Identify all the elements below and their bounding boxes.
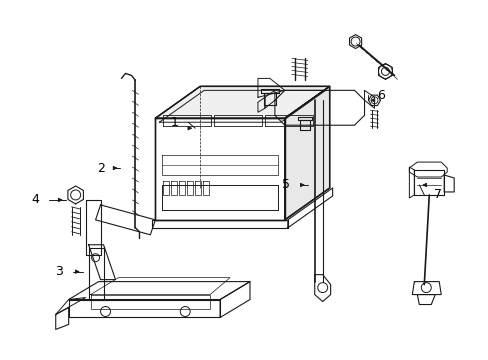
Text: 5: 5: [281, 179, 289, 192]
Text: 7: 7: [433, 188, 441, 202]
Text: 3: 3: [55, 265, 62, 278]
Text: 4: 4: [31, 193, 39, 206]
Text: 1: 1: [170, 116, 178, 129]
Polygon shape: [155, 86, 329, 118]
Text: 6: 6: [377, 89, 385, 102]
Polygon shape: [285, 86, 329, 220]
Polygon shape: [155, 118, 285, 220]
Text: 2: 2: [97, 162, 104, 175]
